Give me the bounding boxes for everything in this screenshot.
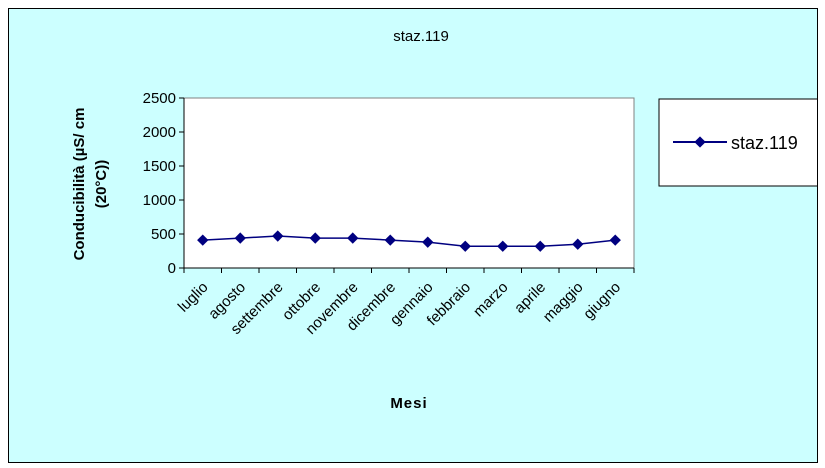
y-tick-label: 2500 xyxy=(143,90,176,107)
legend: staz.119 xyxy=(658,98,817,187)
data-point-marker xyxy=(422,236,434,248)
y-axis-title-line-1: Conducibilità (µS/ cm xyxy=(71,108,88,261)
chart-title: staz.119 xyxy=(393,28,449,45)
data-point-marker xyxy=(459,240,471,252)
x-axis-title: Mesi xyxy=(390,395,427,412)
data-point-marker xyxy=(609,234,621,246)
y-tick-label: 500 xyxy=(151,226,176,243)
x-tick-label: giugno xyxy=(580,279,624,323)
legend-series-label: staz.119 xyxy=(731,133,798,153)
y-tick-label: 0 xyxy=(168,260,176,277)
data-point-marker xyxy=(197,234,209,246)
chart-area: staz.119 0 500 1000 1500 2000 2500 luglio agos… xyxy=(8,8,818,463)
y-tick-label: 2000 xyxy=(143,124,176,141)
x-tick-label: marzo xyxy=(470,279,511,320)
data-point-marker xyxy=(272,230,284,242)
series-layer xyxy=(197,230,621,252)
data-point-marker xyxy=(309,232,321,244)
x-tick-label: maggio xyxy=(540,279,587,326)
data-point-marker xyxy=(497,240,509,252)
legend-series-marker xyxy=(694,136,706,148)
data-point-marker xyxy=(534,240,546,252)
y-tick-label: 1000 xyxy=(143,192,176,209)
y-axis-title-line-2: (20°C)) xyxy=(93,160,110,209)
line-chart: staz.119 0 500 1000 1500 2000 2500 luglioagos… xyxy=(71,28,817,412)
data-point-marker xyxy=(347,232,359,244)
plot-area xyxy=(183,97,635,269)
data-point-marker xyxy=(572,238,584,250)
x-axis: luglioagostosettembreottobrenovembredice… xyxy=(175,267,635,338)
data-point-marker xyxy=(384,234,396,246)
y-tick-label: 1500 xyxy=(143,158,176,175)
data-point-marker xyxy=(234,232,246,244)
series-line xyxy=(202,235,616,247)
y-axis: 0 500 1000 1500 2000 2500 xyxy=(143,90,185,277)
